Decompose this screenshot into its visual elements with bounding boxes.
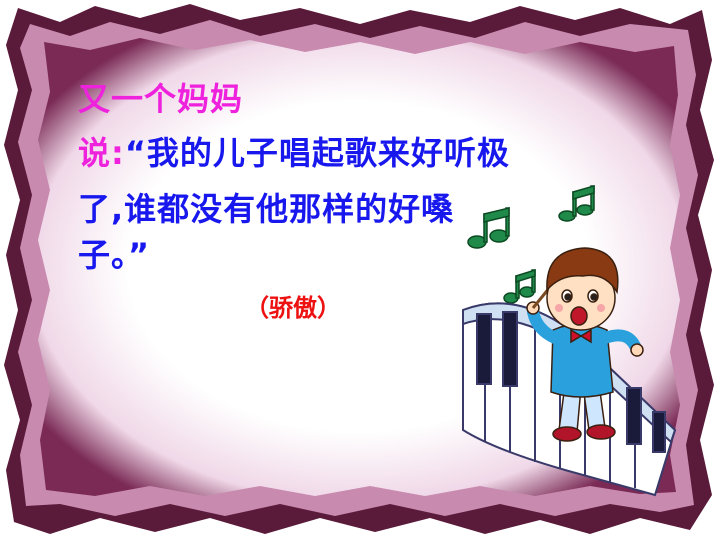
quote-line-3: 子。” — [78, 230, 150, 276]
quote-line-2: 了,谁都没有他那样的好嗓 — [78, 184, 454, 230]
emotion-label: （骄傲） — [245, 288, 341, 323]
quote-text-1: “我的儿子唱起歌来好听极 — [125, 134, 510, 172]
quote-line-1: 说:“我的儿子唱起歌来好听极 — [78, 128, 510, 174]
music-note-icon — [468, 208, 509, 248]
music-note-icon — [504, 270, 535, 303]
music-note-icon — [559, 186, 594, 221]
singing-boy-illustration — [455, 180, 700, 510]
speaker-label: 说: — [78, 134, 125, 172]
heading-line: 又一个妈妈 — [78, 74, 243, 120]
